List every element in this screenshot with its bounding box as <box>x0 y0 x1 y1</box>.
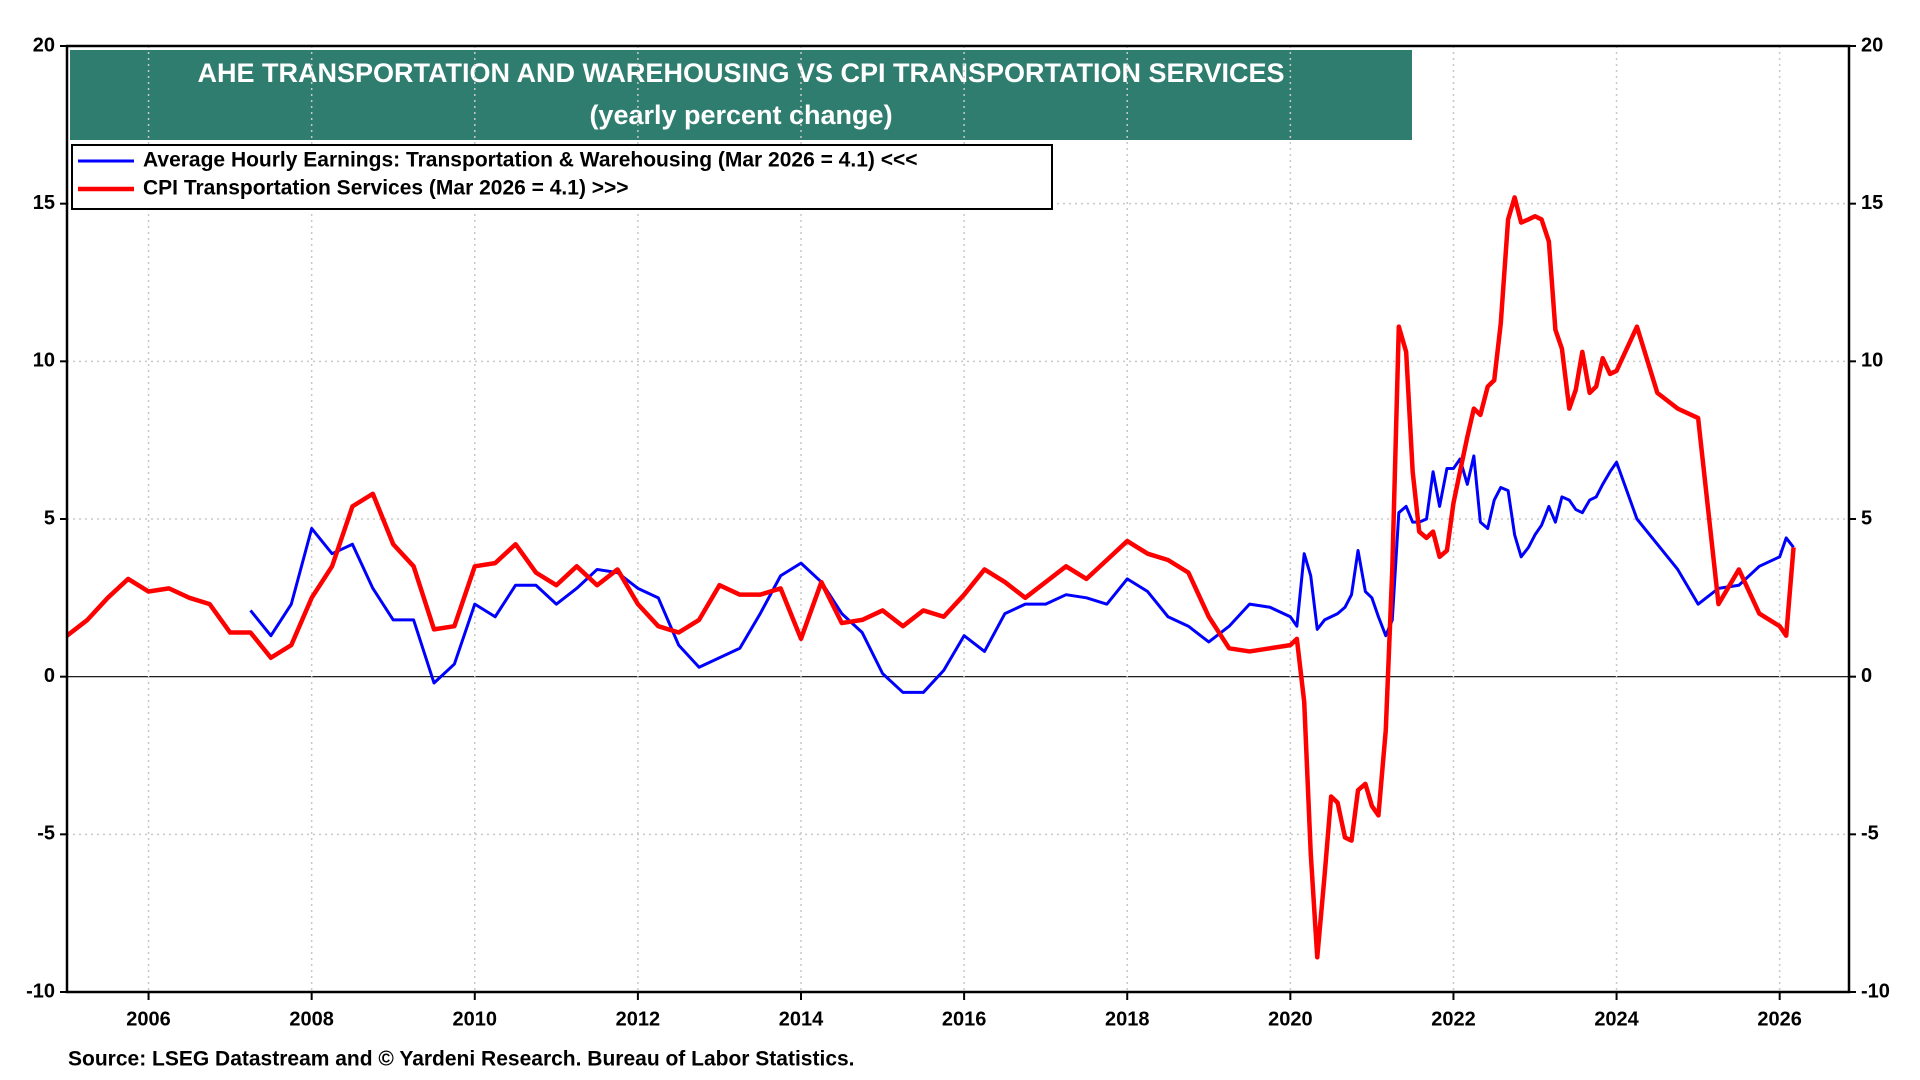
legend: Average Hourly Earnings: Transportation … <box>71 144 1053 210</box>
title-box <box>70 50 1412 140</box>
chart-subtitle: (yearly percent change) <box>589 100 892 130</box>
y2-tick-label: 0 <box>1861 665 1872 687</box>
y-tick-label: 15 <box>33 192 55 214</box>
chart-title: AHE TRANSPORTATION AND WAREHOUSING VS CP… <box>197 58 1284 88</box>
y2-tick-label: -10 <box>1861 980 1890 1002</box>
y-tick-label: 5 <box>44 507 55 529</box>
y-tick-label: 10 <box>33 350 55 372</box>
x-tick-label: 2020 <box>1268 1008 1313 1030</box>
x-tick-label: 2018 <box>1105 1008 1150 1030</box>
x-tick-label: 2010 <box>453 1008 498 1030</box>
series-line <box>249 454 1795 694</box>
source-note: Source: LSEG Datastream and © Yardeni Re… <box>68 1048 855 1071</box>
x-tick-label: 2026 <box>1757 1008 1802 1030</box>
x-tick-label: 2012 <box>616 1008 661 1030</box>
y2-tick-label: -5 <box>1861 823 1879 845</box>
x-tick-label: 2006 <box>126 1008 171 1030</box>
y-tick-label: 0 <box>44 665 55 687</box>
legend-label: Average Hourly Earnings: Transportation … <box>143 149 918 172</box>
y-tick-label: 20 <box>33 34 55 56</box>
y2-tick-label: 10 <box>1861 350 1883 372</box>
x-tick-label: 2024 <box>1594 1008 1639 1030</box>
x-tick-label: 2022 <box>1431 1008 1476 1030</box>
legend-label: CPI Transportation Services (Mar 2026 = … <box>143 177 629 200</box>
x-tick-label: 2014 <box>779 1008 824 1030</box>
series-line <box>65 195 1796 960</box>
y-tick-label: -10 <box>26 980 55 1002</box>
y-tick-label: -5 <box>37 823 55 845</box>
plot-frame <box>65 44 1851 994</box>
legend-box <box>71 144 1053 210</box>
y2-tick-label: 5 <box>1861 507 1872 529</box>
y2-tick-label: 20 <box>1861 34 1883 56</box>
x-tick-label: 2008 <box>289 1008 334 1030</box>
x-tick-label: 2016 <box>942 1008 987 1030</box>
y2-tick-label: 15 <box>1861 192 1883 214</box>
